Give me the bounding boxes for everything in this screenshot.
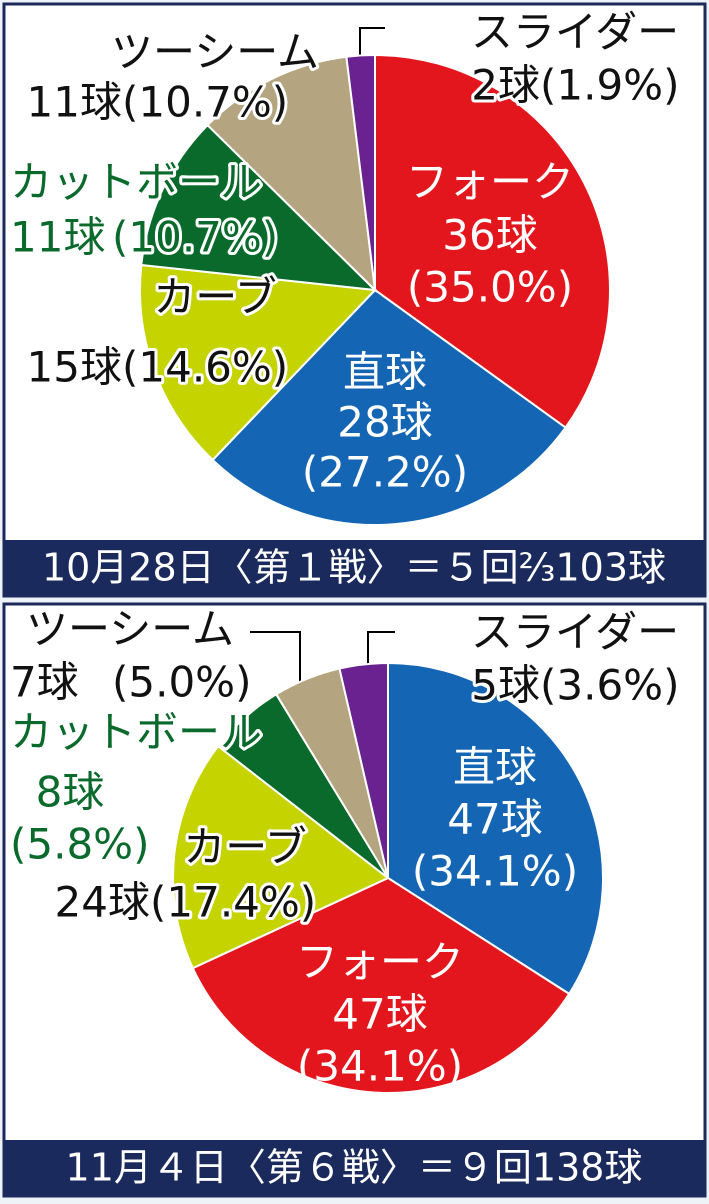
percent-label: (10.7%)	[122, 78, 288, 127]
category-label: ツーシーム	[111, 28, 319, 77]
leader-line	[250, 631, 301, 690]
pie-slice	[206, 55, 377, 293]
caption: 10月28日〈第１戦〉＝５回⅔103球	[42, 546, 666, 590]
pie-slice	[387, 661, 604, 996]
category-label: フォーク	[296, 938, 464, 987]
category-label: 直球	[453, 743, 537, 792]
pie-slice	[191, 876, 571, 1094]
percent-label: (14.6%)	[122, 343, 288, 392]
value-label: 28球	[337, 398, 432, 447]
pie-slice	[374, 53, 611, 429]
percent-label: (1.9%)	[540, 61, 679, 110]
value-label: 36球	[442, 211, 537, 260]
category-label: 直球	[343, 348, 427, 397]
caption-bar	[4, 540, 705, 596]
value-label: 7球	[10, 658, 79, 707]
category-label: ツーシーム	[26, 605, 234, 654]
percent-label: (35.0%)	[407, 263, 573, 312]
leader-line	[367, 631, 395, 665]
pie-slice	[139, 263, 378, 462]
pie-slice	[140, 123, 378, 292]
value-label: 24球	[55, 878, 150, 927]
category-label: スライダー	[471, 8, 679, 57]
value-label: 8球	[36, 768, 105, 817]
category-label: カットボール	[10, 708, 262, 757]
value-label: 47球	[447, 795, 542, 844]
value-label: 15球	[27, 343, 122, 392]
caption-bar	[4, 1140, 705, 1196]
pie-slice	[172, 744, 390, 970]
pie-slice	[338, 661, 389, 879]
value-label: 11球	[27, 78, 122, 127]
percent-label: (34.1%)	[412, 847, 578, 896]
caption: 11月４日〈第６戦〉＝９回138球	[66, 1146, 643, 1190]
percent-label: (3.6%)	[540, 661, 679, 710]
percent-label: (5.8%)	[10, 820, 149, 869]
percent-label: (10.7%)	[112, 213, 278, 262]
percent-label: (5.0%)	[112, 658, 251, 707]
value-label: 2球	[471, 61, 540, 110]
leader-line	[359, 27, 385, 62]
pie-slice	[345, 53, 376, 291]
category-label: スライダー	[471, 608, 679, 657]
percent-label: (27.2%)	[302, 448, 468, 497]
percent-label: (17.4%)	[150, 878, 316, 927]
category-label: カーブ	[183, 823, 306, 872]
category-label: フォーク	[406, 158, 574, 207]
pie-slice	[211, 288, 567, 526]
value-label: 5球	[471, 661, 540, 710]
category-label: カットボール	[10, 158, 262, 207]
category-label: カーブ	[153, 273, 276, 322]
value-label: 47球	[332, 990, 427, 1039]
percent-label: (34.1%)	[297, 1042, 463, 1091]
value-label: 11球	[10, 213, 105, 262]
